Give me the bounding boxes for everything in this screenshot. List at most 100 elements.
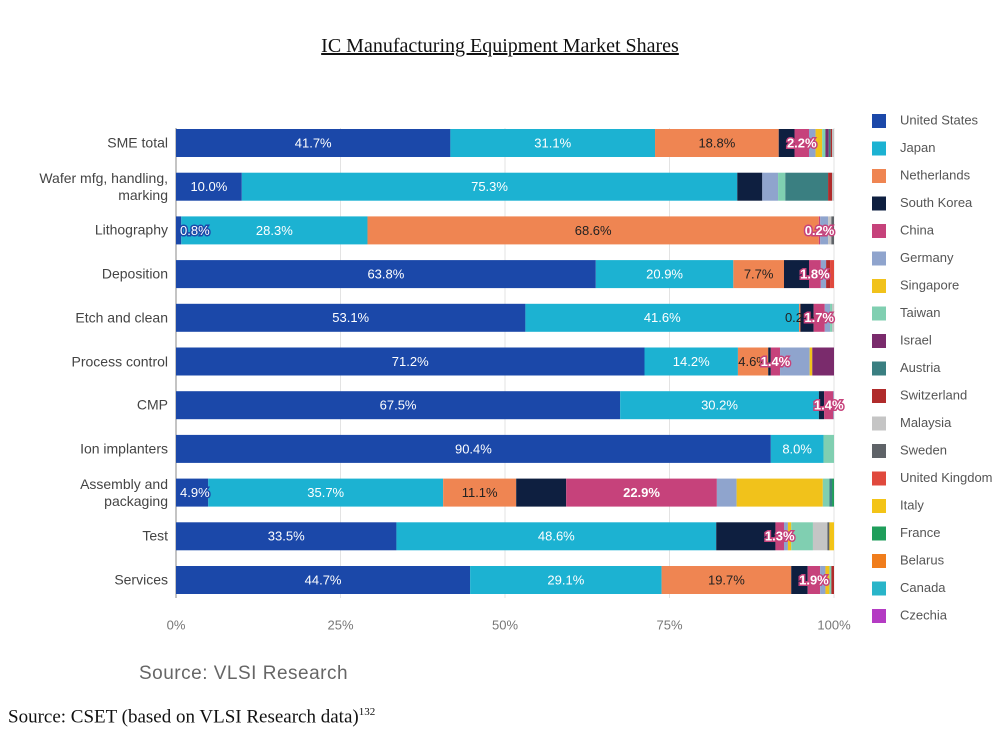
bar-segment — [176, 391, 621, 420]
value-label: 48.6% — [538, 529, 575, 544]
legend-swatch — [872, 114, 886, 128]
bar-segment — [807, 566, 821, 594]
value-label: 7.7% — [744, 267, 774, 282]
value-label: 41.7% — [295, 135, 332, 150]
bar-segment — [829, 522, 834, 551]
bar-segment — [770, 347, 781, 376]
bar-segment — [824, 303, 831, 332]
value-label: 14.2% — [673, 354, 710, 369]
value-label: 1.9% — [799, 572, 829, 587]
legend-swatch — [872, 471, 886, 486]
bar-segment — [809, 347, 813, 376]
source-note: Source: VLSI Research — [139, 663, 349, 684]
value-label: 28.3% — [256, 223, 293, 238]
bar-segment — [791, 566, 808, 594]
bar-segment — [827, 522, 830, 551]
legend-swatch — [872, 444, 886, 458]
bar-segment — [733, 260, 784, 289]
value-label: 1.8% — [800, 267, 830, 282]
legend-swatch — [872, 526, 886, 541]
category-label: Ion implanters — [80, 440, 168, 457]
value-label: 29.1% — [547, 572, 584, 587]
legend-swatch — [872, 554, 886, 568]
legend-label: Japan — [900, 140, 935, 155]
legend-label: Canada — [900, 580, 946, 595]
bar-segment — [176, 303, 526, 332]
bar-segment — [825, 129, 829, 157]
bar-segment — [812, 347, 834, 376]
bar-segment — [825, 566, 830, 594]
legend-label: Taiwan — [900, 305, 940, 320]
bar-segment — [826, 260, 831, 289]
legend-swatch — [872, 609, 886, 623]
value-label: 63.8% — [367, 267, 404, 282]
bar-segment — [768, 347, 771, 376]
bar-segment — [829, 478, 833, 507]
value-label: 44.7% — [305, 572, 342, 587]
value-label: 0.8% — [180, 223, 210, 238]
bar-segment — [828, 172, 833, 201]
legend-label: China — [900, 222, 935, 237]
category-label: Lithography — [94, 221, 168, 238]
legend-label: Belarus — [900, 552, 945, 567]
bar-segment — [176, 260, 596, 289]
legend-swatch — [872, 581, 886, 596]
bar-segment — [820, 216, 829, 245]
footnote-ref: 132 — [358, 706, 376, 718]
value-label: 41.6% — [644, 310, 681, 325]
category-label: Process control — [71, 353, 168, 369]
bar-segment — [716, 478, 737, 507]
value-label: 19.7% — [708, 572, 745, 587]
legend-swatch — [872, 279, 886, 293]
value-label: 8.0% — [782, 441, 812, 456]
value-label: 33.5% — [268, 529, 305, 544]
value-label: 1.7% — [804, 310, 834, 325]
bar-segment — [787, 522, 792, 551]
bar-segment — [450, 129, 656, 157]
legend-label: Germany — [900, 250, 954, 265]
bar-segment — [823, 434, 834, 463]
legend-swatch — [872, 389, 886, 403]
legend-label: Israel — [900, 332, 932, 347]
bar-segment — [176, 434, 771, 463]
bar-segment — [241, 172, 738, 201]
value-label: 4.6% — [738, 354, 768, 369]
value-label: 22.9% — [623, 485, 660, 500]
category-label: Test — [142, 527, 168, 544]
bar-segment — [443, 478, 517, 507]
legend-label: France — [900, 525, 940, 540]
bar-segment — [778, 172, 786, 201]
value-label: 1.4% — [761, 354, 791, 369]
bar-segment — [818, 216, 821, 245]
legend-swatch — [872, 169, 886, 183]
chart-title: IC Manufacturing Equipment Market Shares — [321, 35, 679, 57]
bar-segment — [832, 129, 834, 157]
bar-segment — [820, 566, 826, 594]
legend-swatch — [872, 416, 886, 431]
bar-segment — [566, 478, 717, 507]
bar-segment — [800, 303, 814, 332]
bar-segment — [737, 347, 769, 376]
legend-swatch — [872, 499, 886, 513]
bar-segment — [830, 260, 834, 289]
footnote-text: Source: CSET (based on VLSI Research dat… — [8, 706, 359, 728]
value-label: 75.3% — [471, 179, 508, 194]
bar-segment — [780, 347, 810, 376]
bar-segment — [525, 303, 800, 332]
bar-segment — [829, 566, 832, 594]
value-label: 4.9% — [180, 485, 210, 500]
legend-label: Sweden — [900, 442, 947, 457]
bar-segment — [208, 478, 444, 507]
category-label: Deposition — [101, 265, 168, 282]
bar-segment — [762, 172, 779, 201]
legend-label: Singapore — [900, 277, 959, 292]
bar-segment — [831, 566, 834, 594]
bar-segment — [815, 129, 823, 157]
legend-label: Italy — [900, 497, 924, 512]
bar-segment — [828, 216, 832, 245]
bar-segment — [770, 434, 824, 463]
bar-segment — [832, 303, 834, 332]
bar-segment — [655, 129, 779, 157]
bar-segment — [176, 172, 242, 201]
